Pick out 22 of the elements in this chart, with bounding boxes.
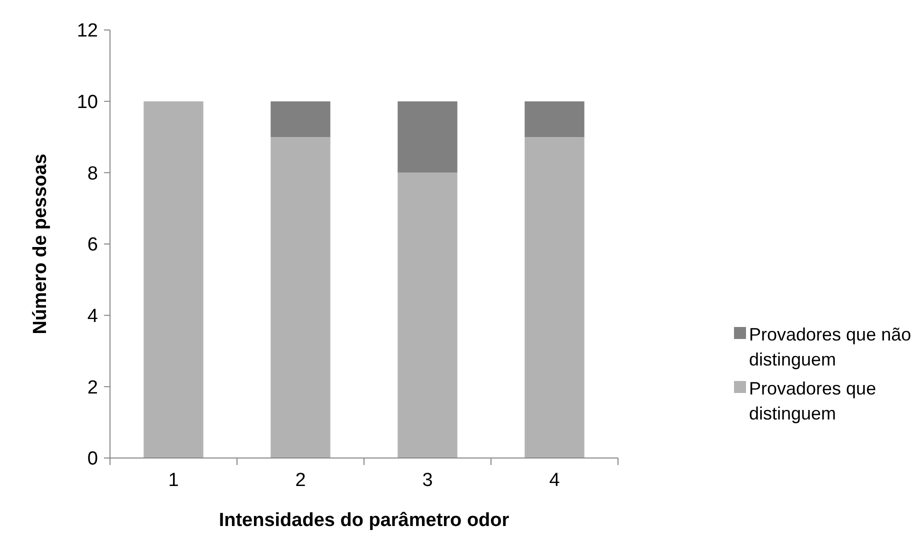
x-tick-label: 1 <box>168 470 179 491</box>
y-tick-label: 4 <box>87 306 98 327</box>
bar <box>524 137 584 458</box>
bar <box>144 101 204 458</box>
bar <box>270 101 330 137</box>
y-tick-label: 10 <box>76 92 98 113</box>
y-tick-label: 6 <box>87 234 98 256</box>
bar <box>524 101 584 137</box>
x-tick-label: 4 <box>549 470 560 491</box>
y-tick-label: 0 <box>87 448 98 470</box>
y-tick-label: 2 <box>87 377 98 398</box>
bar <box>398 172 458 458</box>
bar <box>270 137 330 458</box>
x-tick-label: 3 <box>422 470 433 491</box>
y-axis-title: Número de pessoas <box>30 154 51 334</box>
y-tick-label: 12 <box>76 20 98 42</box>
legend-label: Provadores que distinguem <box>749 378 876 424</box>
legend-label: Provadores que não distinguem <box>749 324 912 370</box>
x-axis-title: Intensidades do parâmetro odor <box>218 510 510 531</box>
x-tick-label: 2 <box>295 470 306 491</box>
y-tick-label: 8 <box>87 163 98 184</box>
bar <box>398 101 458 173</box>
